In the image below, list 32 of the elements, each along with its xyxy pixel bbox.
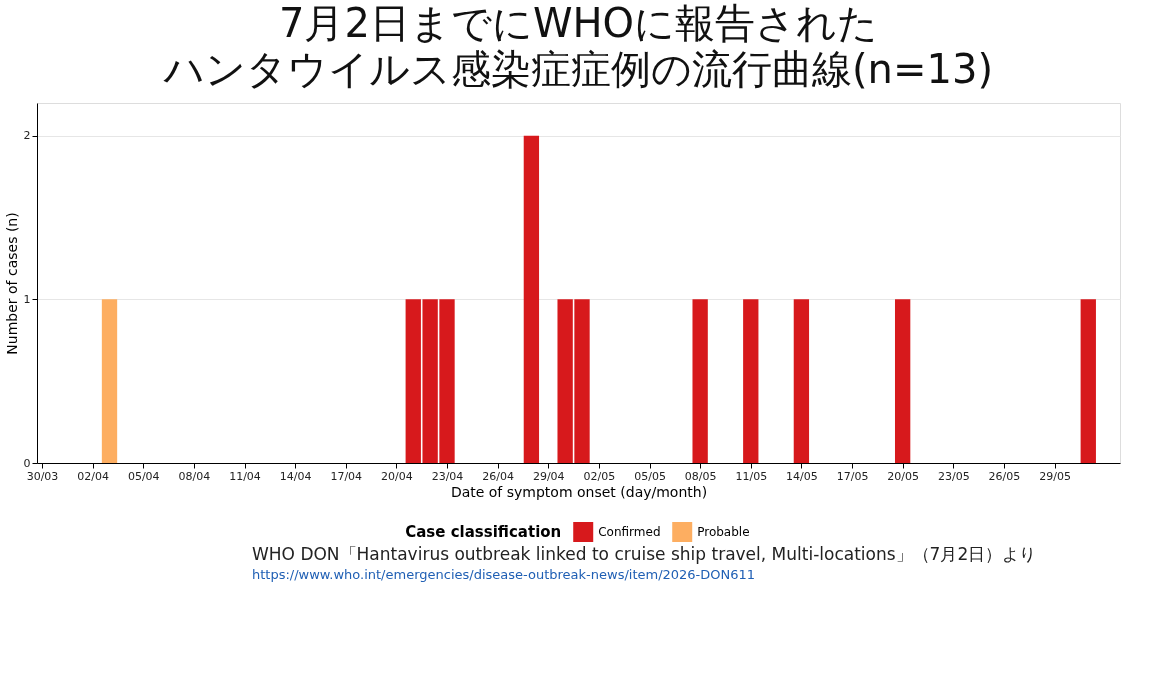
legend-label: Probable: [697, 525, 750, 539]
x-tick-label: 29/04: [532, 469, 565, 483]
legend-title: Case classification: [405, 523, 562, 541]
x-tick-label: 17/04: [330, 469, 363, 483]
text: https://www.who.int/emergencies/disease-outbreak-news/item/2026-DON611: [252, 567, 756, 582]
x-tick-label: 05/04: [127, 469, 160, 483]
y-tick-label: 2: [23, 129, 31, 143]
x-tick-label: 17/05: [836, 469, 869, 483]
x-tick-label: 14/04: [279, 469, 312, 483]
x-tick-label: 30/03: [26, 469, 59, 483]
x-tick-label: 02/05: [583, 469, 616, 483]
x-tick-label: 29/05: [1039, 469, 1071, 483]
x-tick-label: 20/04: [381, 469, 413, 483]
x-tick-label: 23/05: [937, 469, 970, 483]
x-tick-label: 05/05: [634, 469, 666, 483]
x-tick-label: 08/05: [684, 469, 717, 483]
x-tick-label: 20/05: [887, 469, 919, 483]
x-tick-label: 14/05: [786, 469, 818, 483]
x-axis-title: Date of symptom onset (day/month): [450, 483, 708, 500]
x-tick-label: 11/04: [229, 469, 261, 483]
y-tick-label: 1: [23, 292, 31, 306]
y-axis-title: Number of cases (n): [3, 212, 20, 355]
x-tick-label: 02/04: [77, 469, 109, 483]
x-tick-label: 26/04: [482, 469, 514, 483]
chart-title: 7月2日までにWHOに報告されたハンタウイルス感染症症例の流行曲線(n=13): [163, 0, 993, 92]
x-tick-label: 26/05: [988, 469, 1021, 483]
x-tick-label: 23/04: [431, 469, 464, 483]
x-tick-label: 11/05: [735, 469, 768, 483]
x-tick-label: 08/04: [178, 469, 211, 483]
legend-label: Confirmed: [598, 525, 661, 539]
y-tick-label: 0: [23, 456, 31, 470]
text: WHO DON「Hantavirus outbreak linked to cruise ship travel, Multi-locations」（7月2日）より: [252, 544, 1037, 564]
